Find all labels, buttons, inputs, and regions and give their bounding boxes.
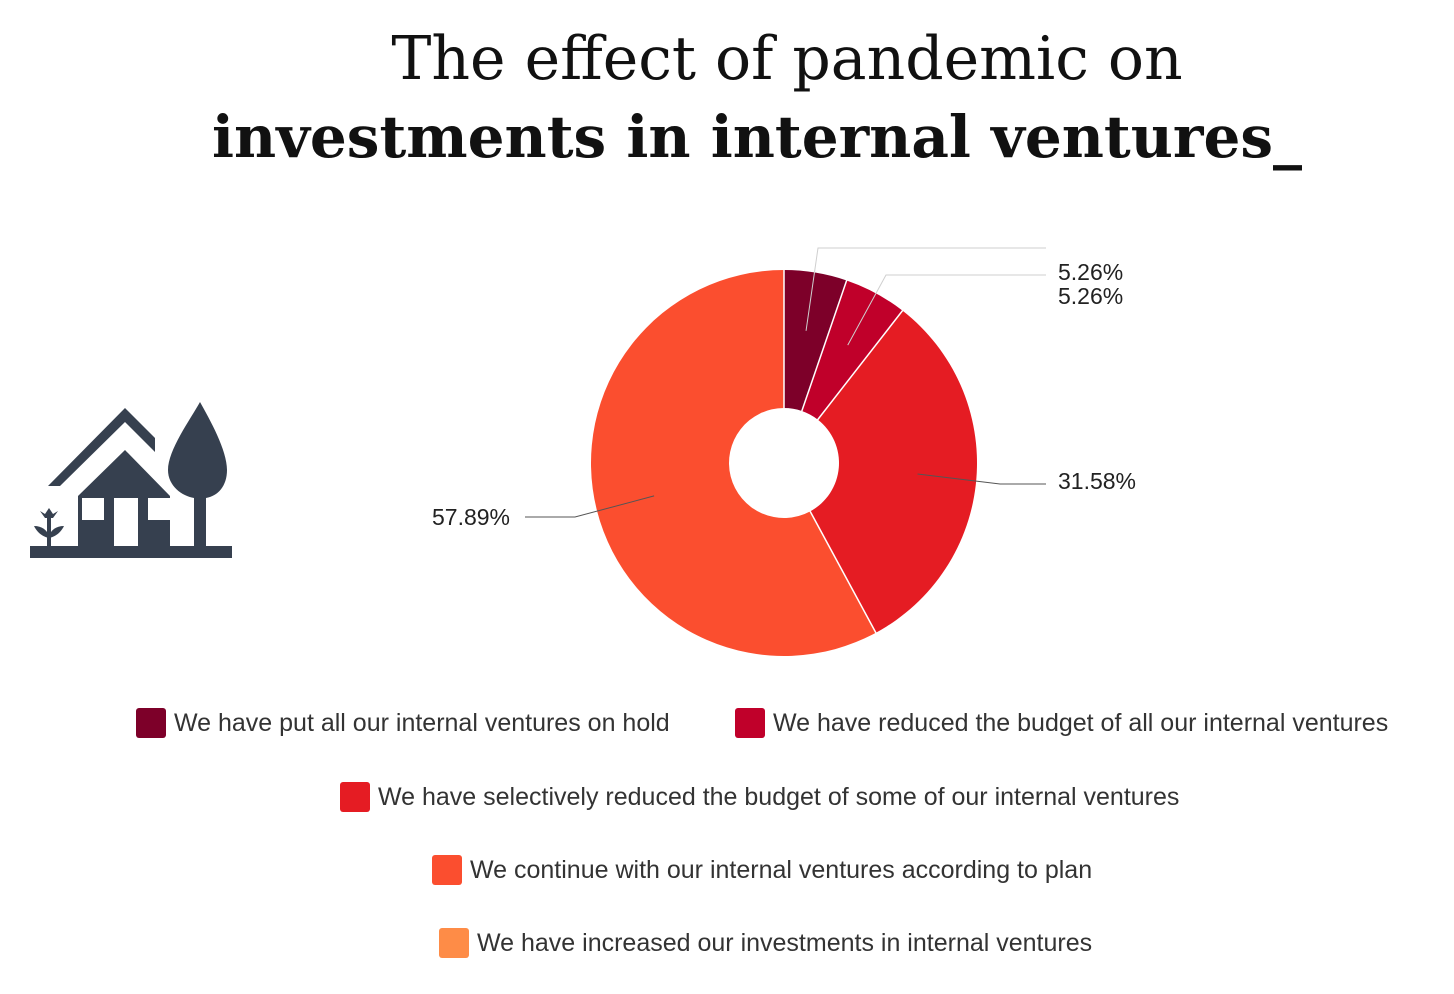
- slice-separator: [800, 279, 848, 413]
- legend-swatch: [735, 708, 765, 738]
- data-label-2: 5.26%: [1058, 283, 1123, 309]
- legend-label: We have put all our internal ventures on…: [174, 708, 670, 737]
- legend-item-2: We have reduced the budget of all our in…: [735, 708, 1388, 738]
- leader-line-4: [525, 495, 655, 518]
- data-label-1: 5.26%: [1058, 259, 1123, 285]
- leader-line-1: [805, 247, 1046, 331]
- legend-swatch: [432, 855, 462, 885]
- legend-item-5: We have increased our investments in int…: [439, 928, 1092, 958]
- title-line-2: investments in internal ventures_: [212, 103, 1302, 171]
- legend-label: We have reduced the budget of all our in…: [773, 708, 1389, 737]
- data-label-4: 57.89%: [432, 504, 510, 530]
- pie-slice-2: [801, 280, 903, 420]
- pie-slice-1: [784, 270, 847, 411]
- legend-item-4: We continue with our internal ventures a…: [432, 855, 1092, 885]
- legend-label: We continue with our internal ventures a…: [470, 855, 1093, 884]
- leader-line-2: [847, 274, 1046, 346]
- slice-separator: [816, 309, 904, 421]
- legend-label: We have selectively reduced the budget o…: [378, 782, 1180, 811]
- chart-title: The effect of pandemic on investments in…: [0, 20, 1454, 176]
- legend-item-3: We have selectively reduced the budget o…: [340, 782, 1179, 812]
- legend-item-1: We have put all our internal ventures on…: [136, 708, 670, 738]
- pie-slice-4: [590, 270, 876, 656]
- slice-separator: [809, 510, 878, 634]
- legend-swatch: [340, 782, 370, 812]
- house-with-tree-icon: [30, 402, 232, 558]
- legend-swatch: [136, 708, 166, 738]
- data-label-3: 31.58%: [1058, 468, 1136, 494]
- leader-line-3: [917, 473, 1046, 485]
- legend-swatch: [439, 928, 469, 958]
- title-line-1: The effect of pandemic on: [391, 24, 1183, 94]
- pie-slice-3: [810, 310, 978, 633]
- legend-label: We have increased our investments in int…: [477, 928, 1093, 957]
